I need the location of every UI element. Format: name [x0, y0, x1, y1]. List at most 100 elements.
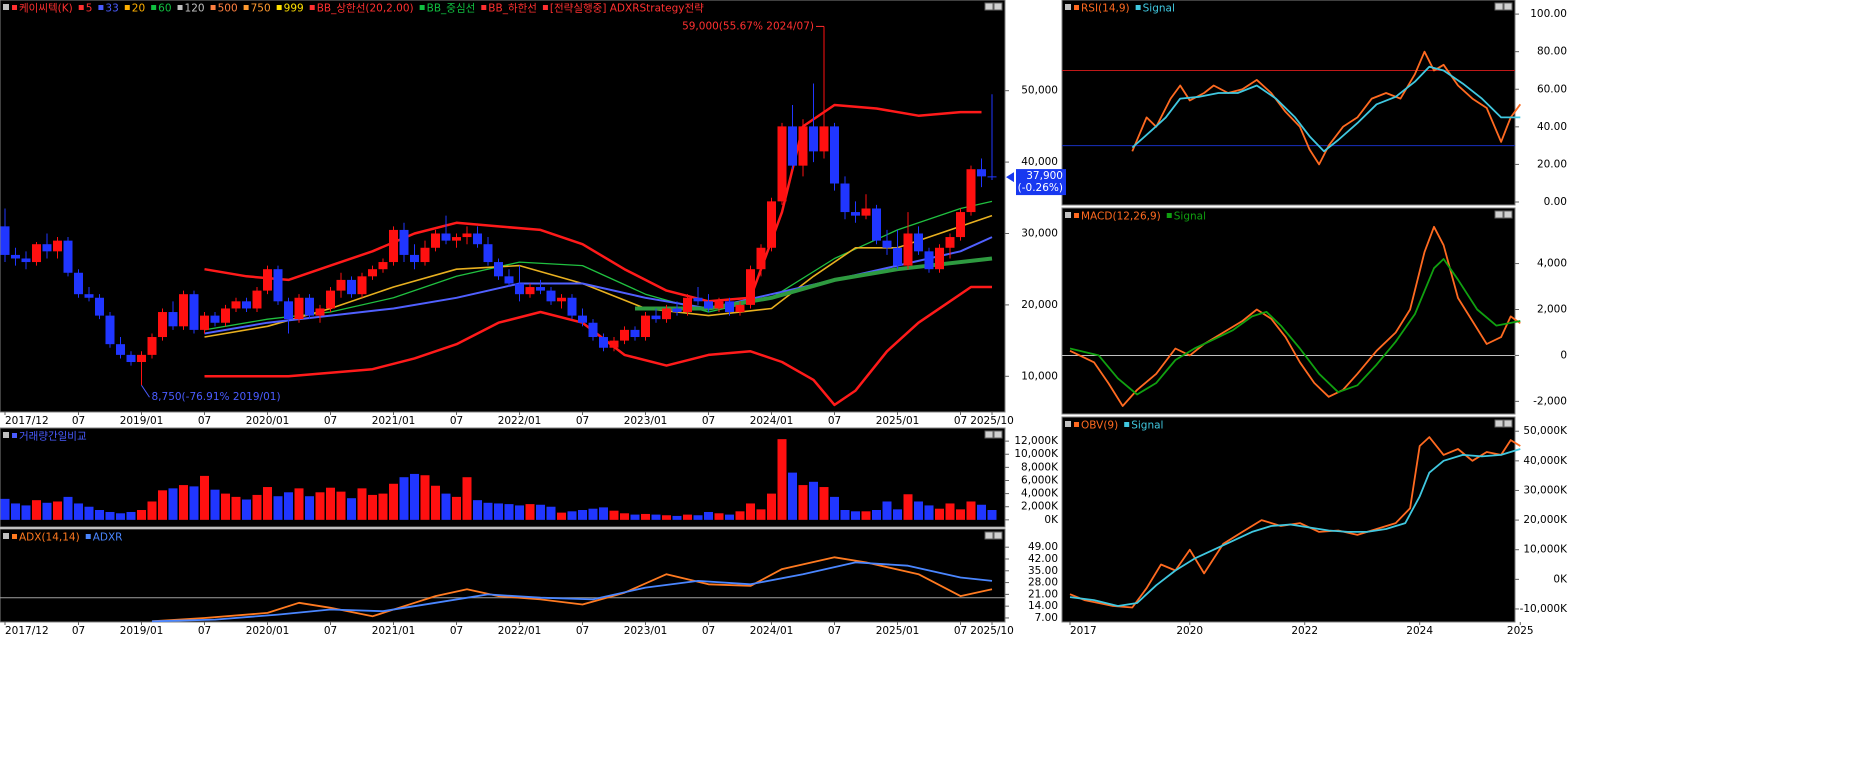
- y-tick-label: 2,000: [1537, 304, 1567, 316]
- volume-bar: [95, 510, 104, 520]
- legend-label: 750: [251, 3, 271, 15]
- candle-body: [410, 254, 419, 263]
- legend-swatch: [419, 5, 425, 10]
- volume-bar: [336, 491, 346, 520]
- panel-button[interactable]: [984, 2, 994, 11]
- indicator-line: [1069, 448, 1521, 607]
- min-annotation: 8,750(-76.91% 2019/01): [152, 391, 281, 403]
- candle-body: [662, 308, 671, 320]
- indicator-line: [1069, 258, 1521, 396]
- volume-bar: [966, 501, 976, 520]
- volume-bar: [11, 503, 20, 520]
- volume-bar: [504, 504, 514, 520]
- volume-bar: [662, 515, 671, 520]
- candle-body: [284, 301, 293, 320]
- panel-button[interactable]: [1503, 210, 1513, 219]
- panel-button[interactable]: [1494, 2, 1504, 11]
- y-tick-label: 40,000K: [1523, 455, 1568, 467]
- x-tick-label: 07: [828, 625, 841, 637]
- x-tick-label: 2021/01: [372, 625, 416, 637]
- candle-body: [273, 269, 283, 302]
- panel-button[interactable]: [984, 531, 994, 540]
- x-tick-label: 07: [324, 625, 337, 637]
- volume-bar: [599, 507, 608, 520]
- x-tick-label: 2021/01: [372, 415, 416, 427]
- volume-bar: [147, 501, 157, 520]
- legend-swatch: [481, 5, 487, 10]
- x-tick-label: 07: [702, 625, 715, 637]
- panel-button[interactable]: [1494, 419, 1504, 428]
- candle-body: [620, 329, 629, 341]
- volume-bar: [557, 512, 566, 520]
- x-tick-label: 2025: [1507, 625, 1534, 637]
- candle-body: [557, 297, 566, 302]
- y-tick-label: 2,000K: [1021, 501, 1059, 513]
- panel-button[interactable]: [993, 430, 1003, 439]
- volume-bar: [935, 508, 944, 520]
- volume-bar: [609, 510, 619, 520]
- candle-body: [137, 354, 146, 363]
- panel-button[interactable]: [984, 430, 994, 439]
- volume-bar: [788, 472, 797, 520]
- candle-body: [609, 340, 619, 348]
- panel-button[interactable]: [1503, 419, 1513, 428]
- candle-body: [672, 308, 682, 313]
- legend-label: 거래량간일비교: [19, 430, 87, 443]
- y-tick-label: 12,000K: [1014, 435, 1059, 447]
- candle-body: [725, 301, 734, 313]
- price-change: (-0.26%): [1018, 182, 1063, 194]
- volume-bar: [368, 494, 377, 520]
- volume-bar: [483, 502, 493, 520]
- candle-body: [893, 247, 902, 266]
- y-tick-label: 20.00: [1537, 158, 1567, 170]
- y-tick-label: 10,000K: [1523, 544, 1568, 556]
- y-tick-label: 30,000K: [1523, 484, 1568, 496]
- candle-body: [735, 304, 745, 313]
- candle-body: [305, 297, 314, 316]
- legend-swatch: [276, 5, 282, 10]
- legend-label: 케이씨텍(K): [19, 3, 73, 15]
- candle-body: [378, 262, 388, 270]
- volume-bar: [798, 485, 808, 520]
- panel-button[interactable]: [993, 531, 1003, 540]
- y-tick-label: 40,000: [1021, 156, 1058, 168]
- candle-body: [368, 269, 377, 277]
- candle-body: [536, 287, 545, 291]
- x-tick-label: 2020/01: [246, 415, 290, 427]
- x-tick-label: 2017/12: [5, 415, 49, 427]
- volume-bar: [420, 475, 430, 520]
- candle-body: [798, 126, 808, 166]
- candle-body: [494, 262, 503, 277]
- panel-button[interactable]: [1503, 2, 1513, 11]
- x-tick-label: 2017: [1070, 625, 1097, 637]
- volume-bar: [956, 509, 965, 520]
- panel-button[interactable]: [1494, 210, 1504, 219]
- y-tick-label: 30,000: [1021, 227, 1058, 239]
- candle-body: [882, 240, 892, 248]
- adx-panel: [0, 528, 1006, 623]
- volume-bar: [74, 503, 83, 520]
- candle-body: [683, 297, 692, 313]
- indicator-line: [204, 285, 992, 407]
- legend-label: BB_하한선: [488, 2, 537, 15]
- y-tick-label: 42.00: [1028, 553, 1058, 565]
- y-tick-label: 50,000K: [1523, 425, 1568, 437]
- y-tick-label: 50,000: [1021, 85, 1058, 97]
- indicator-line: [1069, 225, 1521, 407]
- x-tick-label: 2022/01: [498, 625, 542, 637]
- annotation-leader: [141, 384, 150, 398]
- x-tick-label: 2025/01: [876, 625, 920, 637]
- x-tick-label: 2020/01: [246, 625, 290, 637]
- legend-label: BB_상한선(20,2.00): [317, 3, 414, 15]
- x-tick-label: 07: [450, 415, 463, 427]
- x-tick-label: 07: [828, 415, 841, 427]
- candle-body: [231, 301, 241, 309]
- x-tick-label: 2025/10: [970, 625, 1014, 637]
- panel-button[interactable]: [993, 2, 1003, 11]
- candle-body: [399, 229, 409, 255]
- volume-bar: [53, 501, 62, 520]
- candle-body: [914, 233, 923, 252]
- volume-bar: [84, 506, 94, 520]
- candle-body: [347, 279, 356, 295]
- y-tick-label: 20,000K: [1523, 514, 1568, 526]
